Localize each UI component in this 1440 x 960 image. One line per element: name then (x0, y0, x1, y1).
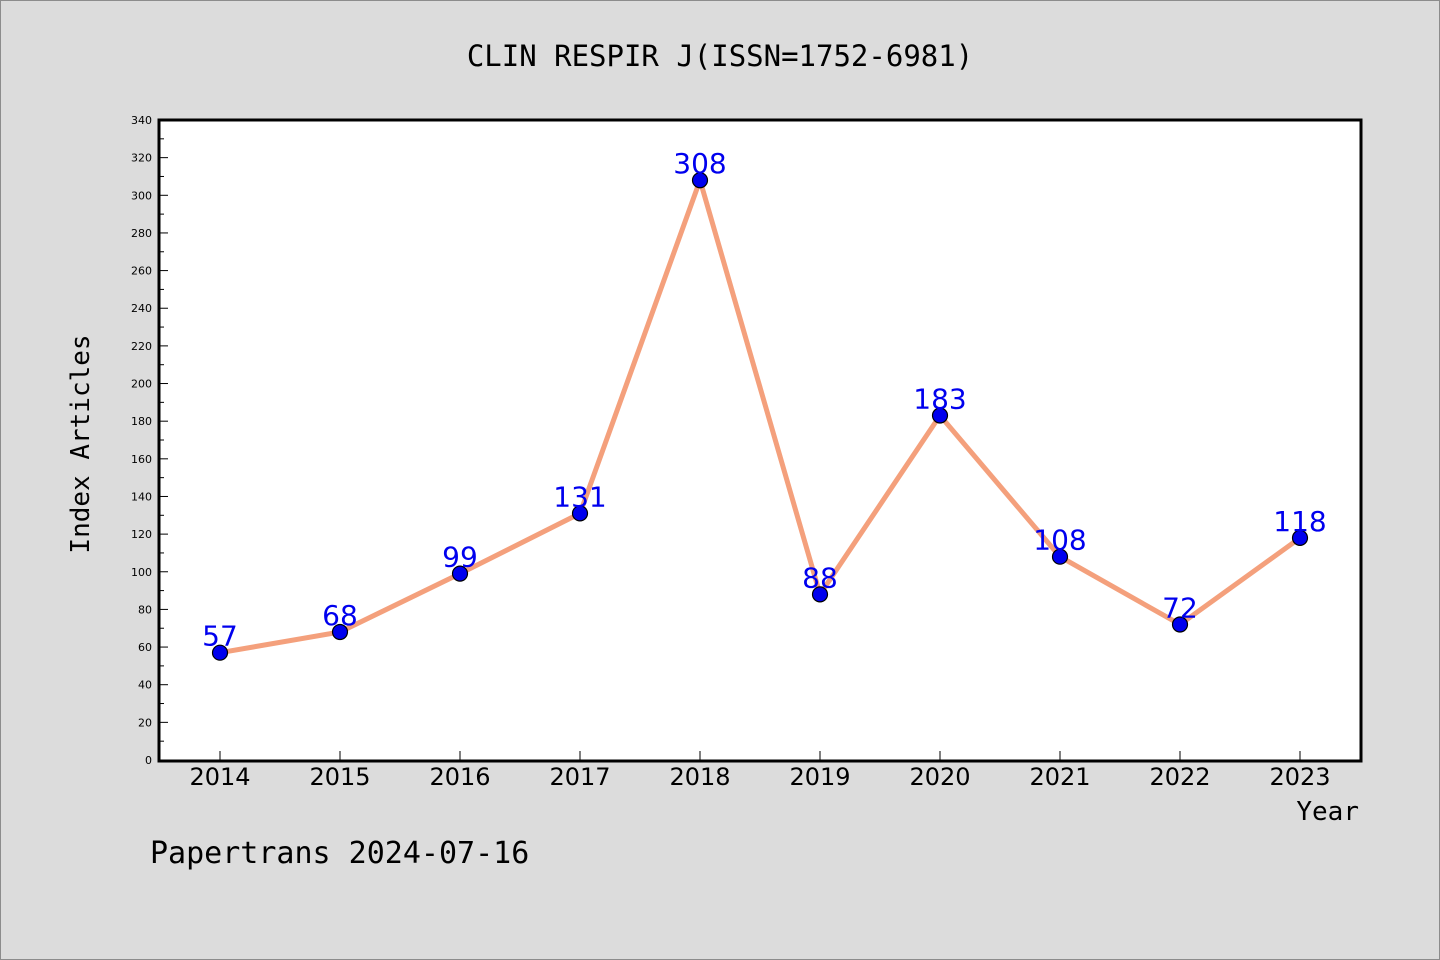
x-tick-label: 2016 (429, 763, 490, 791)
y-axis-label: Index Articles (66, 334, 96, 553)
y-tick-label: 140 (131, 490, 152, 503)
x-tick-label: 2017 (549, 763, 610, 791)
y-tick-label: 320 (131, 152, 152, 165)
data-point (331, 623, 349, 641)
data-point (931, 407, 949, 424)
y-tick-label: 340 (131, 114, 152, 127)
data-labels-group: 57 68 99 131 308 88 183 108 72 118 (202, 147, 1327, 652)
x-tick-label: 2022 (1149, 763, 1210, 791)
series-line-group (219, 177, 1302, 656)
data-label: 183 (913, 383, 966, 416)
x-axis-ticks: 2014 2015 2016 2017 2018 2019 2020 2021 2022 2023 (189, 751, 1331, 791)
data-label: 88 (802, 561, 838, 594)
data-label: 68 (322, 599, 358, 632)
data-label: 118 (1273, 505, 1326, 538)
y-tick-label: 40 (138, 679, 152, 692)
footer-credit: Papertrans 2024-07-16 (150, 836, 529, 871)
data-label: 308 (673, 147, 726, 180)
data-point (1051, 548, 1069, 565)
data-label: 99 (442, 541, 478, 574)
y-tick-label: 120 (131, 528, 152, 541)
data-label: 57 (202, 620, 238, 653)
data-point (451, 565, 469, 582)
x-tick-label: 2014 (189, 763, 250, 791)
data-point (211, 644, 229, 661)
data-point (1171, 616, 1189, 633)
y-tick-label: 0 (145, 754, 152, 767)
y-tick-label: 100 (131, 566, 152, 579)
plot-area (157, 118, 1363, 763)
data-label: 131 (553, 480, 606, 513)
series-line (219, 177, 1302, 656)
y-tick-label: 240 (131, 302, 152, 315)
x-tick-label: 2018 (669, 763, 730, 791)
chart-title: CLIN RESPIR J(ISSN=1752-6981) (467, 39, 973, 73)
x-tick-label: 2019 (789, 763, 850, 791)
y-tick-label: 160 (131, 453, 152, 466)
data-label: 108 (1033, 524, 1086, 557)
data-point (1291, 529, 1309, 546)
x-axis-label: Year (1296, 797, 1359, 827)
data-label: 72 (1162, 591, 1198, 624)
series-markers-group (211, 172, 1309, 661)
x-tick-label: 2015 (309, 763, 370, 791)
data-point (811, 586, 829, 603)
y-tick-label: 300 (131, 189, 152, 202)
y-tick-label: 280 (131, 227, 152, 240)
y-tick-label: 80 (138, 603, 152, 616)
y-tick-label: 180 (131, 415, 152, 428)
x-tick-label: 2023 (1269, 763, 1330, 791)
y-tick-label: 200 (131, 378, 152, 391)
y-tick-label: 20 (138, 716, 152, 729)
y-tick-label: 260 (131, 265, 152, 278)
y-axis-ticks: 0 20 40 60 80 100 120 140 160 180 200 220 240 260 280 3… (131, 114, 168, 767)
y-tick-label: 220 (131, 340, 152, 353)
x-tick-label: 2021 (1029, 763, 1090, 791)
data-point (571, 505, 589, 522)
data-point (691, 172, 709, 189)
x-tick-label: 2020 (909, 763, 970, 791)
y-tick-label: 60 (138, 641, 152, 654)
